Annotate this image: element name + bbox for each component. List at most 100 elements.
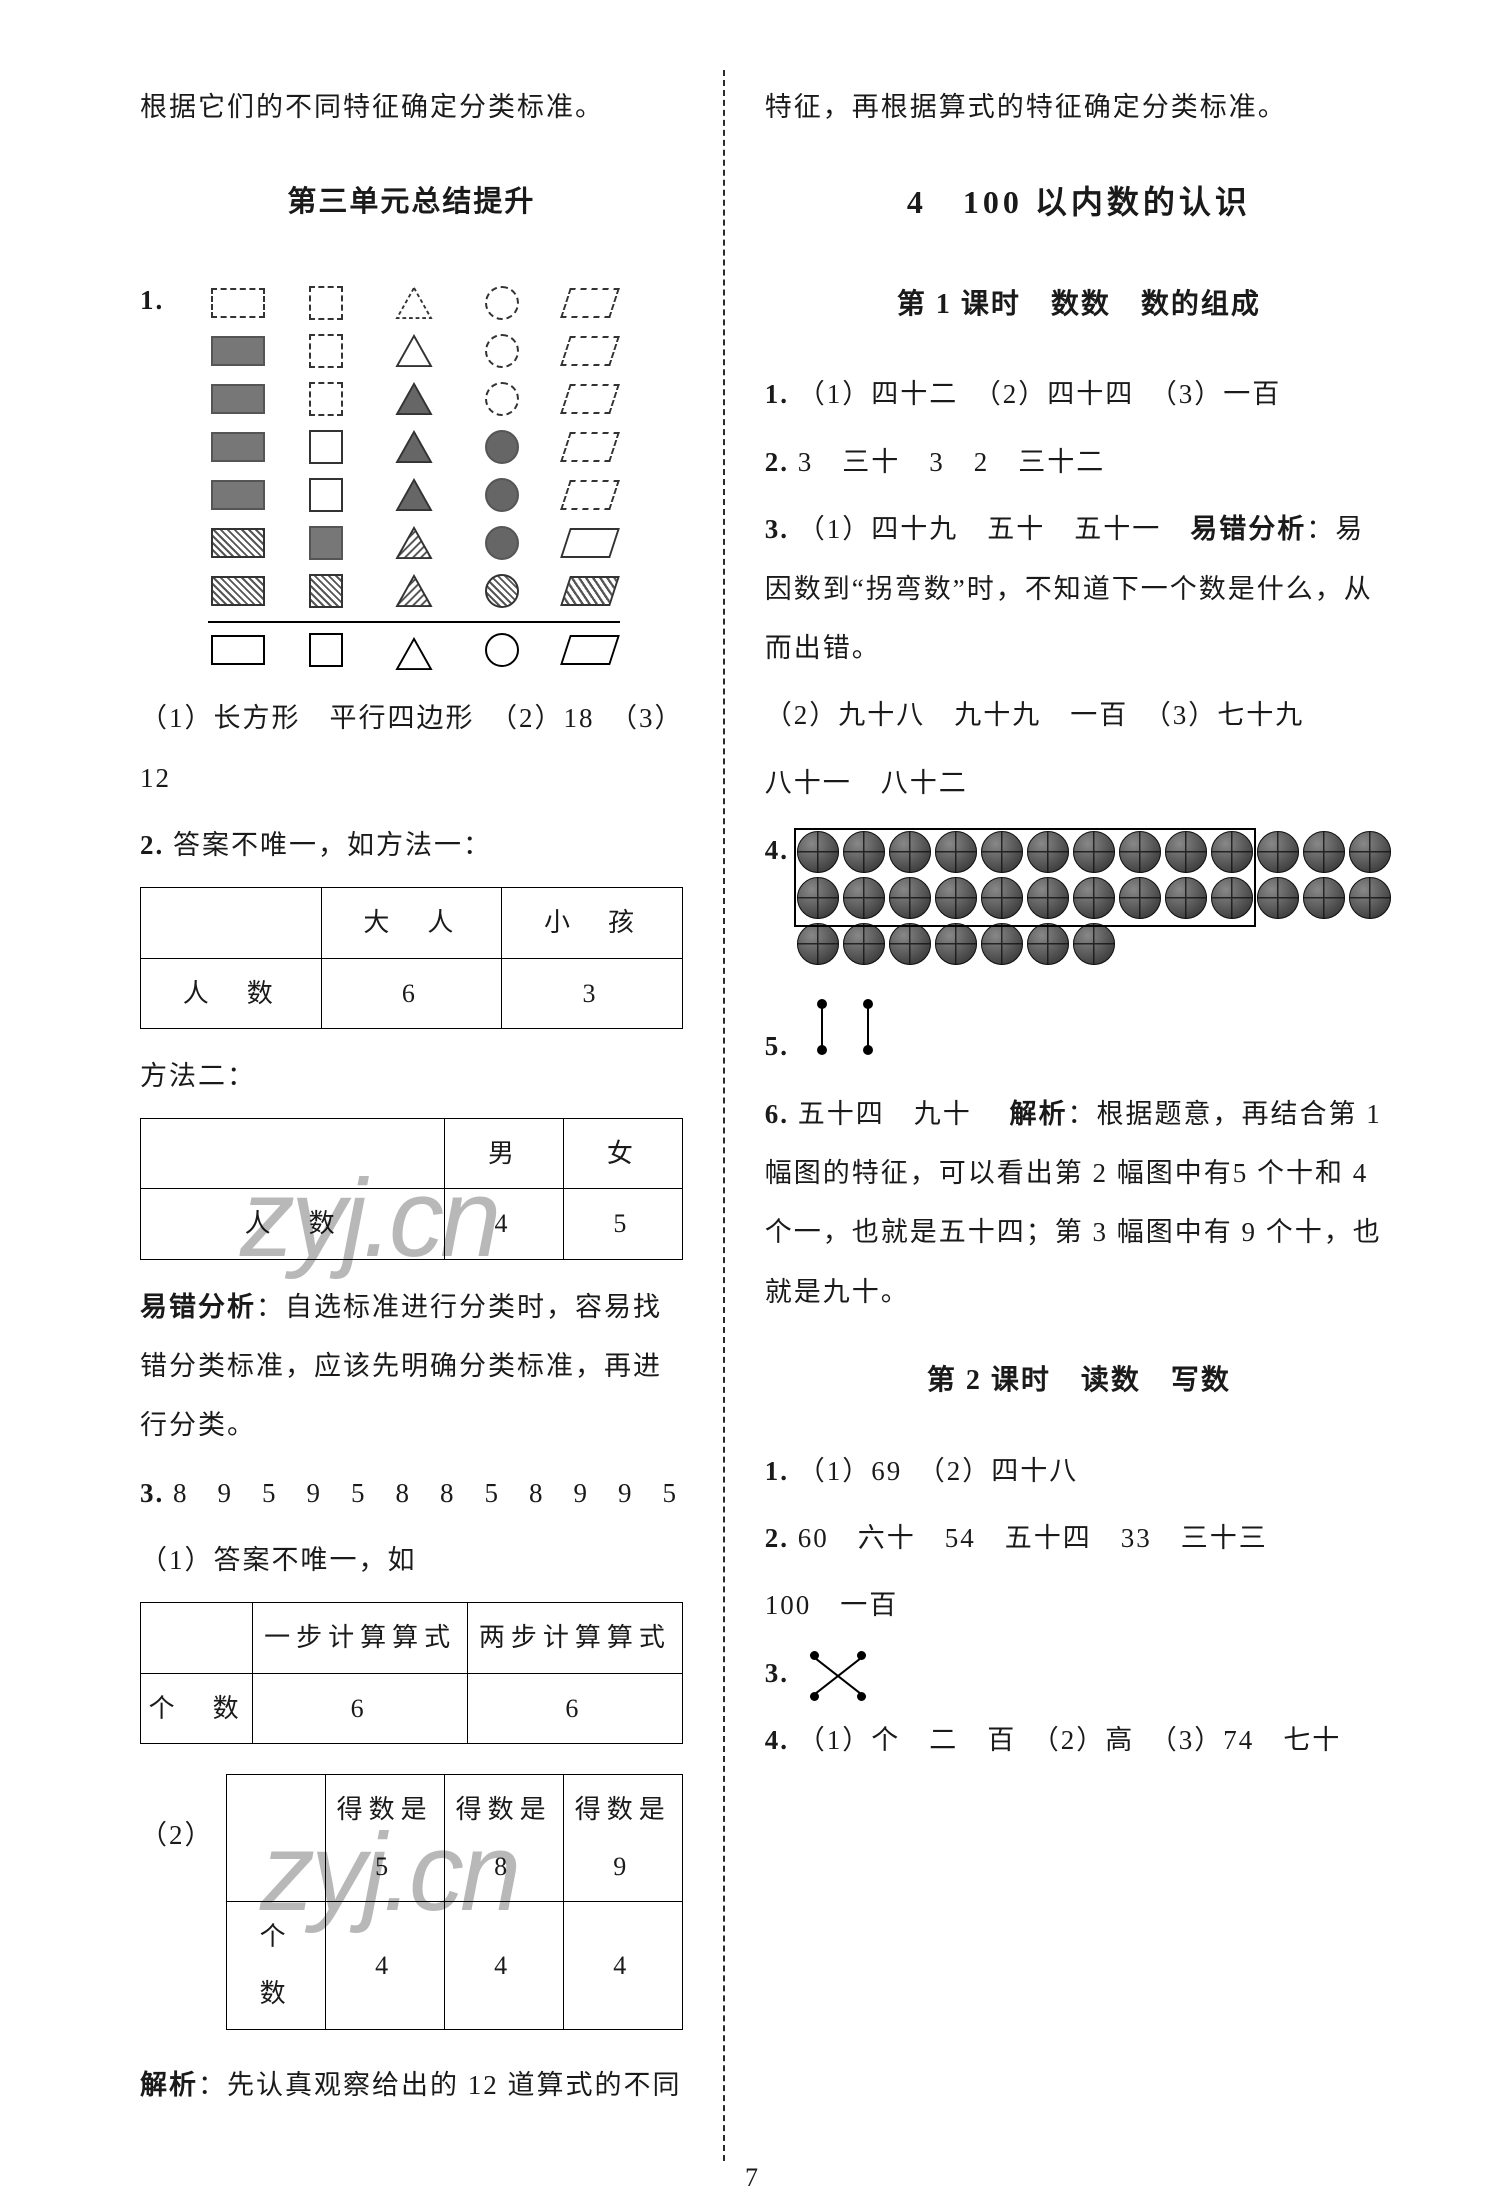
l2-q3-label: 3.: [765, 1658, 789, 1688]
l1-q6: 6. 五十四 九十 解析：根据题意，再结合第 1 幅图的特征，可以看出第 2 幅…: [765, 1085, 1393, 1323]
table-cell: 3: [502, 958, 683, 1028]
q2-label: 2.: [140, 830, 164, 860]
table-header: [141, 888, 322, 958]
dot-line-figure: [812, 999, 878, 1055]
shape-cell: [472, 427, 532, 467]
basketball-icon: [981, 831, 1023, 873]
basketball-icon: [981, 877, 1023, 919]
shape-cell: [384, 331, 444, 371]
l1-q6-expl: ：根据题意，再结合第 1 幅图的特征，可以看出第 2 幅图中有5 个十和 4 个…: [765, 1099, 1382, 1307]
l1-q4-row: 4.: [765, 821, 1393, 985]
l1-q2: 2. 3 三十 3 2 三十二: [765, 433, 1393, 492]
shape-cell: [560, 427, 620, 467]
table-header: 得数是 5: [325, 1774, 444, 1901]
basketball-icon: [797, 877, 839, 919]
table-cell: 5: [563, 1189, 682, 1259]
l1-q3a-text: （1）四十九 五十 五十一: [798, 514, 1191, 544]
left-column: 根据它们的不同特征确定分类标准。 第三单元总结提升 1. （1）长方形 平行四边…: [140, 70, 723, 2161]
shape-cell: [384, 523, 444, 563]
shape-cell: [208, 331, 268, 371]
page-number: 7: [0, 2163, 1503, 2193]
basketball-icon: [843, 877, 885, 919]
l1-q3b: （2）九十八 九十九 一百 （3）七十九: [765, 686, 1393, 745]
shape-cell: [208, 427, 268, 467]
table-cell: 6: [253, 1673, 468, 1743]
shape-cell: [560, 571, 620, 611]
q2-analysis: 易错分析：自选标准进行分类时，容易找错分类标准，应该先明确分类标准，再进行分类。: [140, 1278, 683, 1456]
l1-q3a: 3. （1）四十九 五十 五十一 易错分析：易因数到“拐弯数”时，不知道下一个数…: [765, 500, 1393, 678]
l1-q1-text: （1）四十二 （2）四十四 （3）一百: [798, 379, 1282, 409]
shape-cell: [208, 571, 268, 611]
footer-text: ：先认真观察给出的 12 道算式的不同: [198, 2070, 682, 2100]
page: 根据它们的不同特征确定分类标准。 第三单元总结提升 1. （1）长方形 平行四边…: [0, 0, 1503, 2211]
table-cell: 4: [445, 1189, 564, 1259]
basketball-icon: [1211, 831, 1253, 873]
basketball-icon: [1211, 877, 1253, 919]
table-header: 男: [445, 1119, 564, 1189]
l1-q5: 5.: [765, 993, 1393, 1076]
basketball-icon: [1165, 877, 1207, 919]
basketball-icon: [1119, 831, 1161, 873]
shape-cell: [472, 475, 532, 515]
l1-q3-errlabel: 易错分析: [1190, 514, 1306, 544]
axis-shape-icon: [560, 633, 620, 667]
basketball-icon: [797, 923, 839, 965]
shape-cell: [560, 475, 620, 515]
shape-cell: [208, 379, 268, 419]
q3-part1: （1）答案不唯一，如: [140, 1531, 683, 1590]
shape-cell: [296, 523, 356, 563]
q3: 3. 8 9 5 9 5 8 8 5 8 9 9 5: [140, 1464, 683, 1523]
basketball-icon: [1027, 923, 1069, 965]
q2-table2: 男 女 人 数 4 5: [140, 1118, 683, 1259]
shape-cell: [560, 523, 620, 563]
q1-answers: （1）长方形 平行四边形 （2）18 （3）12: [140, 689, 683, 808]
shape-cell: [384, 379, 444, 419]
table-header: [226, 1774, 325, 1901]
l2-q4-text: （1）个 二 百 （2）高 （3）74 七十: [798, 1725, 1342, 1755]
q2-table1: 大 人 小 孩 人 数 6 3: [140, 887, 683, 1028]
q3-part2-label: （2）: [140, 1762, 214, 1865]
axis-shape-icon: [384, 633, 444, 667]
shape-cell: [472, 571, 532, 611]
shape-cell: [560, 283, 620, 323]
q3-footer: 解析：先认真观察给出的 12 道算式的不同: [140, 2056, 683, 2115]
table-header: [141, 1603, 253, 1673]
shape-cell: [472, 283, 532, 323]
l1-q3c: 八十一 八十二: [765, 754, 1393, 813]
basketball-icon: [1257, 831, 1299, 873]
table-rowlabel: 个 数: [141, 1673, 253, 1743]
q3-part2-wrap: （2） 得数是 5 得数是 8 得数是 9 个 数 4 4 4 zyj.cn: [140, 1762, 683, 2048]
basketball-icon: [935, 831, 977, 873]
shape-cell: [384, 475, 444, 515]
q1-row: 1.: [140, 271, 683, 681]
shape-cell: [472, 523, 532, 563]
shape-cell: [208, 475, 268, 515]
basketball-icon: [1303, 831, 1345, 873]
q2: 2. 答案不唯一，如方法一：: [140, 816, 683, 875]
basketball-icon: [889, 831, 931, 873]
q2-method2: 方法二：: [140, 1047, 683, 1106]
table-cell: 4: [563, 1902, 682, 2029]
shape-cell: [208, 283, 268, 323]
lesson1-title: 第 1 课时 数数 数的组成: [765, 274, 1393, 336]
shape-cell: [296, 331, 356, 371]
table-rowlabel: 人 数: [141, 958, 322, 1028]
l2-q1: 1. （1）69 （2）四十八: [765, 1442, 1393, 1501]
shape-cell: [472, 379, 532, 419]
shapes-chart: [208, 283, 620, 667]
table-header: 两步计算算式: [467, 1603, 682, 1673]
basketball-icon: [1119, 877, 1161, 919]
basketball-icon: [1027, 877, 1069, 919]
axis-shape-icon: [296, 633, 356, 667]
table-header: 小 孩: [502, 888, 683, 958]
basketball-icon: [1303, 877, 1345, 919]
chapter-title: 4 100 以内数的认识: [765, 167, 1393, 237]
q3-table4: 得数是 5 得数是 8 得数是 9 个 数 4 4 4: [226, 1774, 683, 2030]
shape-cell: [208, 523, 268, 563]
basketball-icon: [1257, 877, 1299, 919]
table-cell: 6: [467, 1673, 682, 1743]
shape-cell: [560, 331, 620, 371]
axis-shape-icon: [208, 633, 268, 667]
table-cell: 6: [321, 958, 502, 1028]
basketball-icon: [843, 923, 885, 965]
